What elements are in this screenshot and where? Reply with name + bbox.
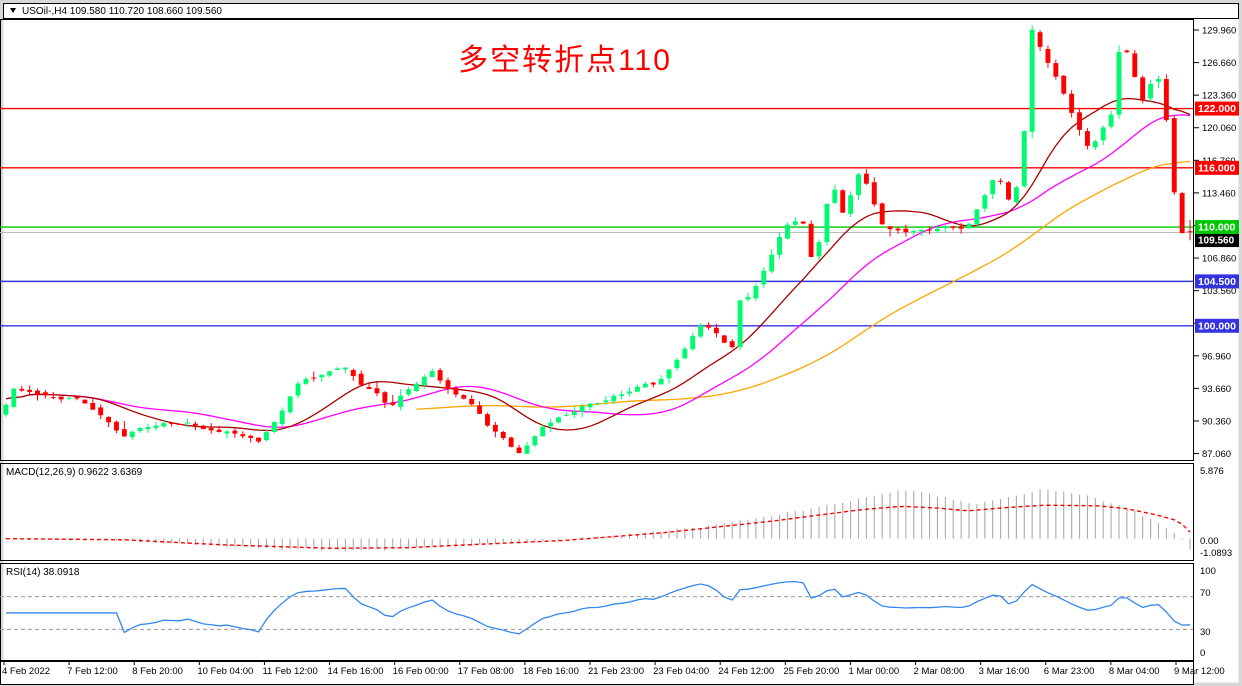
- svg-text:6 Mar 23:00: 6 Mar 23:00: [1044, 666, 1095, 677]
- svg-text:7 Feb 12:00: 7 Feb 12:00: [67, 666, 118, 677]
- svg-text:25 Feb 20:00: 25 Feb 20:00: [783, 666, 839, 677]
- svg-text:RSI(14) 38.0918: RSI(14) 38.0918: [6, 567, 80, 578]
- svg-text:MACD(12,26,9) 0.9622 3.6369: MACD(12,26,9) 0.9622 3.6369: [6, 467, 143, 478]
- svg-text:23 Feb 04:00: 23 Feb 04:00: [653, 666, 709, 677]
- svg-text:100: 100: [1200, 566, 1216, 577]
- svg-text:2 Mar 08:00: 2 Mar 08:00: [914, 666, 965, 677]
- svg-text:113.460: 113.460: [1202, 188, 1236, 199]
- svg-text:18 Feb 16:00: 18 Feb 16:00: [523, 666, 579, 677]
- svg-text:11 Feb 12:00: 11 Feb 12:00: [262, 666, 317, 677]
- svg-text:96.960: 96.960: [1202, 351, 1231, 362]
- svg-text:14 Feb 16:00: 14 Feb 16:00: [328, 666, 384, 677]
- svg-text:87.060: 87.060: [1202, 449, 1231, 460]
- svg-text:9 Mar 12:00: 9 Mar 12:00: [1174, 666, 1225, 677]
- svg-text:30: 30: [1200, 627, 1211, 638]
- svg-text:4 Feb 2022: 4 Feb 2022: [2, 666, 50, 677]
- svg-text:21 Feb 23:00: 21 Feb 23:00: [588, 666, 644, 677]
- svg-text:109.560: 109.560: [1198, 236, 1235, 247]
- svg-text:70: 70: [1200, 588, 1211, 599]
- svg-text:0.00: 0.00: [1200, 536, 1219, 547]
- svg-text:106.860: 106.860: [1202, 254, 1236, 265]
- svg-text:110.000: 110.000: [1198, 222, 1236, 234]
- svg-text:126.660: 126.660: [1202, 58, 1236, 69]
- svg-text:10 Feb 04:00: 10 Feb 04:00: [197, 666, 253, 677]
- svg-text:123.360: 123.360: [1202, 91, 1236, 102]
- svg-text:93.660: 93.660: [1202, 384, 1231, 395]
- svg-text:USOil-,H4 109.580 110.720 108: USOil-,H4 109.580 110.720 108.660 109.56…: [22, 6, 222, 17]
- svg-text:24 Feb 12:00: 24 Feb 12:00: [718, 666, 774, 677]
- svg-text:3 Mar 16:00: 3 Mar 16:00: [979, 666, 1030, 677]
- svg-text:120.060: 120.060: [1202, 123, 1236, 134]
- svg-text:多空转折点110: 多空转折点110: [458, 44, 672, 77]
- svg-text:-1.0893: -1.0893: [1200, 548, 1232, 559]
- svg-text:116.000: 116.000: [1198, 162, 1236, 174]
- svg-text:129.960: 129.960: [1202, 26, 1236, 37]
- svg-text:5.876: 5.876: [1200, 466, 1224, 477]
- svg-text:17 Feb 08:00: 17 Feb 08:00: [458, 666, 514, 677]
- svg-text:8 Feb 20:00: 8 Feb 20:00: [132, 666, 183, 677]
- svg-text:1 Mar 00:00: 1 Mar 00:00: [848, 666, 899, 677]
- svg-text:8 Mar 04:00: 8 Mar 04:00: [1109, 666, 1160, 677]
- svg-text:16 Feb 00:00: 16 Feb 00:00: [393, 666, 449, 677]
- svg-text:100.000: 100.000: [1198, 320, 1236, 332]
- svg-text:122.000: 122.000: [1198, 103, 1236, 115]
- svg-text:90.360: 90.360: [1202, 416, 1231, 427]
- svg-text:0: 0: [1200, 648, 1205, 659]
- svg-text:104.500: 104.500: [1198, 276, 1236, 288]
